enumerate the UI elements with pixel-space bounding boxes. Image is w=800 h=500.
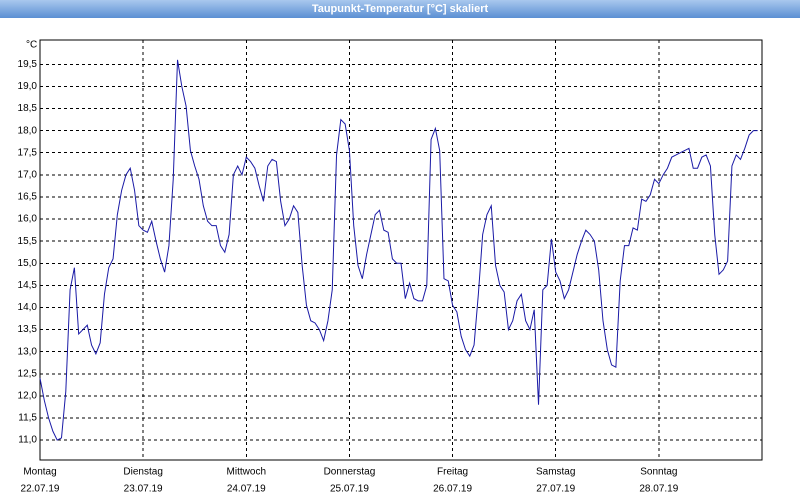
y-tick-label: 11,0: [18, 435, 37, 446]
y-tick-label: 15,0: [18, 258, 38, 269]
y-tick-label: 19,5: [18, 59, 38, 70]
x-tick-date: 28.07.19: [639, 484, 678, 495]
x-tick-label: Montag: [23, 467, 56, 478]
plot-border: [39, 39, 763, 461]
title-bar: [0, 0, 800, 18]
y-tick-label: 18,0: [18, 125, 38, 136]
y-tick-label: 19,0: [18, 81, 38, 92]
y-tick-label: 11,5: [18, 413, 37, 424]
y-tick-label: 15,5: [18, 236, 38, 247]
y-tick-label: 13,5: [18, 324, 38, 335]
y-tick-label: 18,5: [18, 103, 38, 114]
y-tick-label: 13,0: [18, 346, 38, 357]
y-tick-label: 16,0: [18, 214, 38, 225]
x-tick-date: 26.07.19: [433, 484, 472, 495]
y-tick-label: 14,5: [18, 280, 38, 291]
x-tick-label: Mittwoch: [227, 467, 266, 478]
data-line: [39, 59, 758, 441]
y-tick-label: 17,5: [18, 147, 38, 158]
x-tick-label: Dienstag: [123, 467, 162, 478]
y-tick-label: 12,0: [18, 391, 38, 402]
x-tick-date: 25.07.19: [330, 484, 369, 495]
x-tick-date: 22.07.19: [21, 484, 60, 495]
x-tick-date: 24.07.19: [227, 484, 266, 495]
x-tick-date: 23.07.19: [124, 484, 163, 495]
y-tick-label: 16,5: [18, 192, 38, 203]
chart-title: Taupunkt-Temperatur [°C] skaliert: [312, 3, 489, 15]
x-tick-label: Freitag: [437, 467, 468, 478]
y-tick-label: 17,0: [18, 169, 38, 180]
y-tick-label: 14,0: [18, 302, 38, 313]
y-axis-unit: °C: [26, 40, 37, 51]
x-tick-label: Samstag: [536, 467, 575, 478]
x-tick-label: Donnerstag: [324, 467, 376, 478]
y-tick-label: 12,5: [18, 368, 38, 379]
x-tick-label: Sonntag: [640, 467, 677, 478]
x-tick-date: 27.07.19: [536, 484, 575, 495]
